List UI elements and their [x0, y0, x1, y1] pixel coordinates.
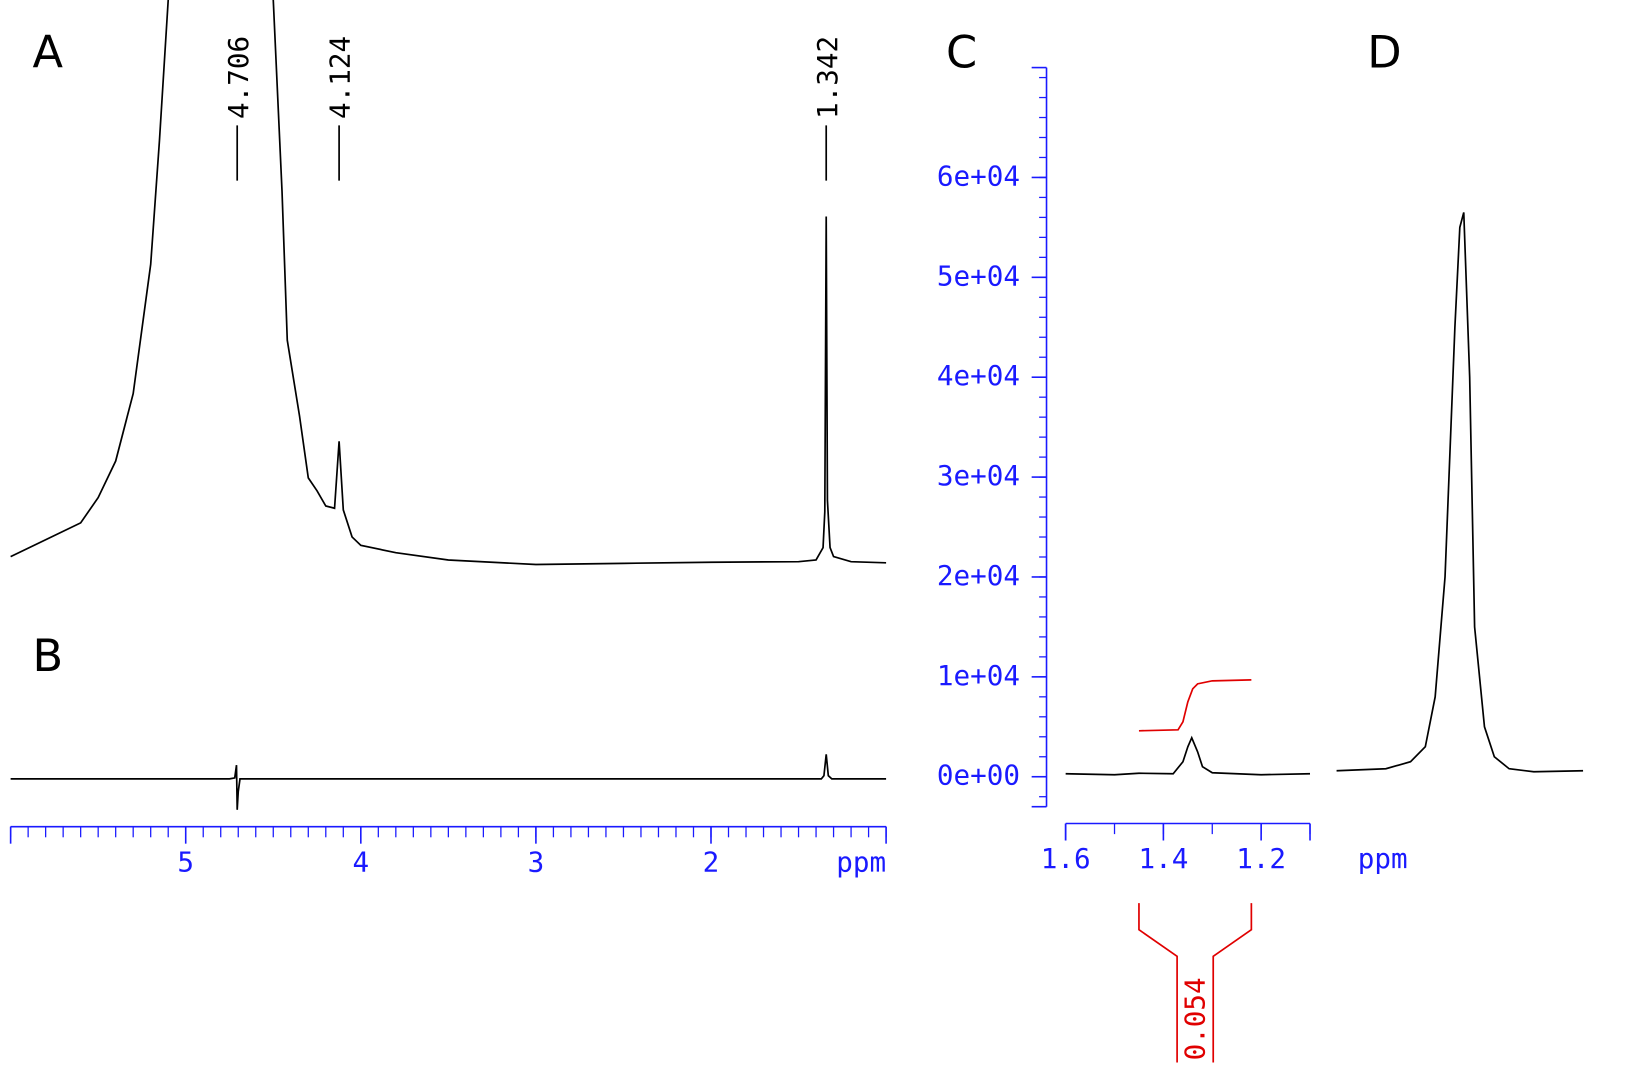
peak-label: 4.124	[324, 36, 357, 119]
x-axis-label: ppm	[836, 845, 886, 878]
y-tick-label: 6e+04	[937, 159, 1020, 192]
x-axis-label: ppm	[1358, 842, 1408, 875]
panel-label: C	[946, 26, 977, 78]
y-tick-label: 1e+04	[937, 659, 1020, 692]
y-tick-label: 3e+04	[937, 459, 1020, 492]
spectrum	[1065, 735, 1311, 776]
y-tick-label: 5e+04	[937, 259, 1020, 292]
x-tick-label: 1.4	[1138, 842, 1188, 875]
x-tick-label: 1.6	[1041, 842, 1091, 875]
x-tick-label: 4	[352, 845, 369, 878]
integral-curve	[1138, 678, 1252, 732]
x-tick-label: 5	[177, 845, 194, 878]
peak-label: 4.706	[222, 36, 255, 119]
y-tick-label: 0e+00	[937, 759, 1020, 792]
integral-bracket	[1138, 903, 1253, 1063]
panel-label: B	[33, 630, 64, 682]
integral-label: 0.054	[1179, 977, 1212, 1060]
panel-label: D	[1367, 26, 1401, 78]
y-tick-label: 4e+04	[937, 359, 1020, 392]
spectrum	[1336, 212, 1584, 773]
panel-label: A	[33, 26, 64, 78]
x-tick-label: 2	[703, 845, 720, 878]
spectrum	[10, 0, 887, 566]
y-tick-label: 2e+04	[937, 559, 1020, 592]
peak-label: 1.342	[811, 36, 844, 119]
x-tick-label: 1.2	[1236, 842, 1286, 875]
x-tick-label: 3	[528, 845, 545, 878]
spectrum	[10, 754, 887, 810]
